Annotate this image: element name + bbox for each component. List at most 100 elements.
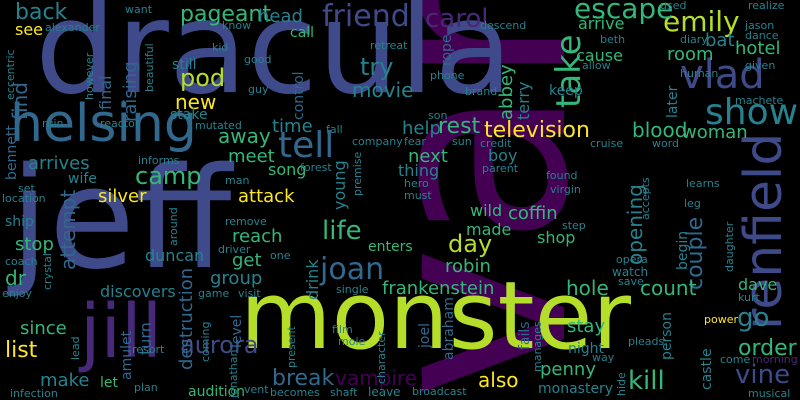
word-dr: dr (5, 266, 26, 290)
word-fear: fear (404, 135, 426, 148)
word-accepts: accepts (639, 177, 652, 220)
word-eccentric: eccentric (4, 49, 17, 100)
word-room: room (667, 44, 714, 65)
word-television: television (484, 118, 590, 143)
word-rest: rest (438, 114, 481, 139)
word-arrives: arrives (28, 153, 90, 174)
word-shaft: shaft (330, 386, 358, 399)
word-try: try (360, 53, 394, 81)
word-castle: castle (699, 348, 715, 390)
word-fall: fall (326, 123, 343, 136)
word-morning: morning (752, 353, 798, 366)
word-ship: ship (5, 214, 34, 230)
word-realize: realize (748, 0, 785, 12)
word-joan: joan (320, 252, 385, 287)
word-vine: vine (735, 360, 791, 390)
word-movie: movie (352, 78, 414, 102)
word-daughter: daughter (723, 221, 736, 272)
word-informs: informs (138, 154, 180, 167)
word-dave: dave (738, 275, 778, 294)
word-wife: wife (68, 171, 97, 187)
word-machete: machete (735, 94, 784, 107)
word-broadcast: broadcast (412, 385, 467, 398)
word-count: count (640, 276, 697, 300)
word-cruise: cruise (590, 137, 624, 150)
word-leg: leg (684, 197, 701, 210)
word-later: later (665, 85, 681, 118)
word-back: back (15, 0, 68, 25)
word-infection: infection (10, 387, 58, 400)
word-stake: stake (170, 107, 208, 123)
word-help: help (402, 118, 441, 139)
word-drink: drink (303, 259, 322, 300)
word-attack: attack (238, 186, 295, 207)
word-keep: keep (549, 83, 583, 99)
word-dance: dance (745, 29, 779, 42)
word-boy: boy (488, 146, 518, 165)
word-way: way (592, 351, 615, 364)
word-final: final (96, 75, 115, 110)
word-list: list (5, 338, 38, 363)
word-discovers: discovers (100, 282, 176, 301)
word-next: next (408, 146, 448, 167)
word-get: get (232, 250, 262, 271)
word-company: company (352, 135, 403, 148)
word-ruin: ruin (42, 117, 64, 130)
word-single: single (336, 283, 369, 296)
word-power: power (704, 313, 738, 326)
word-coffin: coffin (508, 203, 558, 224)
word-order: order (738, 336, 797, 361)
word-used: used (660, 0, 687, 12)
word-know: know (222, 19, 252, 32)
word-watch: watch (612, 265, 649, 279)
word-control: control (291, 71, 307, 120)
word-tell: tell (278, 125, 335, 166)
word-visit: visit (238, 287, 261, 300)
word-remove: remove (225, 215, 267, 228)
word-enjoy: enjoy (2, 287, 33, 300)
word-save: save (618, 275, 644, 288)
word-given: given (745, 59, 776, 72)
word-head: head (258, 6, 303, 27)
word-destruction: destruction (176, 267, 197, 370)
word-enters: enters (368, 239, 413, 255)
word-must: must (404, 189, 432, 202)
word-stay: stay (567, 316, 606, 337)
word-credit: credit (480, 137, 512, 150)
word-see: see (15, 20, 44, 39)
word-day: day (448, 230, 493, 258)
word-stop: stop (15, 234, 54, 255)
word-song: song (268, 160, 307, 179)
word-lead: lead (69, 336, 82, 360)
word-emily: emily (663, 5, 740, 38)
word-opera: opera (616, 253, 648, 266)
word-one: one (270, 249, 291, 262)
word-jill: jill (80, 289, 163, 375)
word-step: step (562, 219, 586, 232)
word-vent: vent (244, 383, 269, 396)
word-man: man (225, 174, 250, 187)
word-escape: escape (574, 0, 674, 25)
word-go: go (737, 303, 770, 333)
word-bennett: bennett (4, 125, 20, 180)
word-allow: allow (582, 59, 611, 72)
word-musical: musical (748, 387, 791, 400)
word-alexander: alexander (45, 21, 100, 34)
word-dracula: dracula (35, 0, 513, 123)
word-level: level (229, 314, 245, 348)
word-jonathan: jonathan (227, 349, 240, 399)
word-woman: woman (682, 122, 748, 143)
word-kurt: kurt (738, 291, 760, 304)
word-group: group (210, 268, 263, 289)
word-coming: coming (199, 321, 212, 362)
word-come: come (720, 353, 751, 366)
word-beth: beth (600, 33, 626, 46)
word-let: let (100, 375, 118, 391)
word-attempt: attempt (56, 189, 80, 270)
word-show: show (705, 92, 799, 133)
word-jason: jason (745, 19, 775, 32)
word-resort: resort (132, 343, 165, 356)
word-hole: hole (566, 276, 609, 300)
word-good: good (244, 53, 272, 66)
word-audition: audition (188, 384, 246, 400)
